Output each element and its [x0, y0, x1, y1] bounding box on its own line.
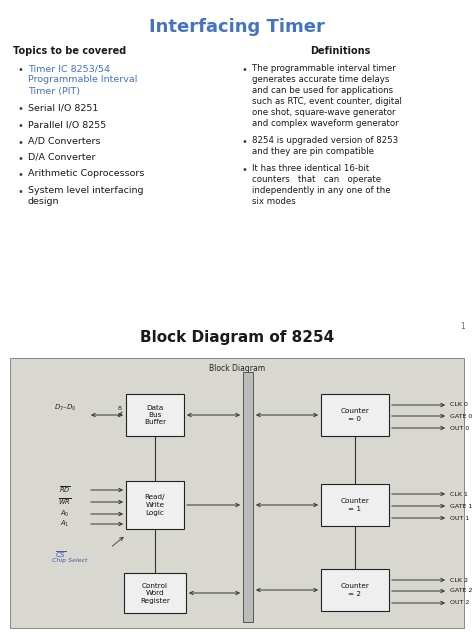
Text: Interfacing Timer: Interfacing Timer	[149, 18, 325, 36]
Text: Timer (PIT): Timer (PIT)	[28, 87, 80, 96]
Bar	[321, 394, 389, 436]
Text: $\overline{WR}$: $\overline{WR}$	[58, 497, 72, 507]
Text: $A_1$: $A_1$	[60, 519, 70, 529]
Text: and complex waveform generator: and complex waveform generator	[252, 119, 399, 128]
Text: $\overline{RD}$: $\overline{RD}$	[59, 485, 71, 495]
Text: •: •	[18, 65, 24, 75]
Text: GATE 1: GATE 1	[450, 504, 472, 509]
Text: six modes: six modes	[252, 197, 296, 206]
Bar	[126, 394, 184, 436]
Text: counters   that   can   operate: counters that can operate	[252, 175, 381, 184]
Text: $A_0$: $A_0$	[60, 509, 70, 519]
Text: •: •	[18, 171, 24, 181]
Text: GATE 0: GATE 0	[450, 413, 472, 418]
Text: Data
Bus
Buffer: Data Bus Buffer	[144, 404, 166, 425]
Text: independently in any one of the: independently in any one of the	[252, 186, 391, 195]
Bar	[321, 484, 389, 526]
Bar	[126, 481, 184, 529]
Text: Timer IC 8253/54: Timer IC 8253/54	[28, 64, 110, 73]
Text: Counter
= 0: Counter = 0	[340, 408, 369, 422]
Text: •: •	[242, 137, 248, 147]
Text: CLK 2: CLK 2	[450, 578, 468, 583]
Bar	[10, 358, 464, 628]
Text: •: •	[242, 65, 248, 75]
Text: GATE 2: GATE 2	[450, 588, 473, 593]
Text: •: •	[18, 138, 24, 147]
Text: $\overline{CS}$: $\overline{CS}$	[55, 550, 66, 560]
Text: Block Diagram: Block Diagram	[209, 364, 265, 373]
Text: The programmable interval timer: The programmable interval timer	[252, 64, 396, 73]
Text: and they are pin compatible: and they are pin compatible	[252, 147, 374, 156]
Text: Counter
= 2: Counter = 2	[340, 583, 369, 597]
Text: 8254 is upgraded version of 8253: 8254 is upgraded version of 8253	[252, 136, 398, 145]
Text: OUT 0: OUT 0	[450, 425, 469, 430]
Text: Definitions: Definitions	[310, 46, 370, 56]
Text: 8: 8	[118, 406, 122, 411]
Text: •: •	[18, 187, 24, 197]
Text: $D_7$–$D_0$: $D_7$–$D_0$	[54, 403, 76, 413]
Text: OUT 2: OUT 2	[450, 600, 469, 605]
Bar	[124, 573, 186, 613]
Text: D/A Converter: D/A Converter	[28, 153, 95, 162]
Text: design: design	[28, 197, 60, 207]
Text: Control
Word
Register: Control Word Register	[140, 583, 170, 604]
Text: Chip Select: Chip Select	[52, 558, 88, 563]
Text: one shot, square-wave generator: one shot, square-wave generator	[252, 108, 395, 117]
Text: CLK 0: CLK 0	[450, 403, 468, 408]
Text: Parallel I/O 8255: Parallel I/O 8255	[28, 120, 106, 129]
Text: CLK 1: CLK 1	[450, 492, 468, 497]
Text: such as RTC, event counter, digital: such as RTC, event counter, digital	[252, 97, 402, 106]
Text: It has three identical 16-bit: It has three identical 16-bit	[252, 164, 369, 173]
Text: Read/
Write
Logic: Read/ Write Logic	[145, 494, 165, 516]
Text: A/D Converters: A/D Converters	[28, 137, 100, 145]
Bar	[321, 569, 389, 611]
Text: •: •	[18, 104, 24, 114]
Text: 1: 1	[460, 322, 465, 331]
Text: and can be used for applications: and can be used for applications	[252, 86, 393, 95]
Text: Programmable Interval: Programmable Interval	[28, 75, 137, 85]
Bar	[243, 372, 253, 622]
Text: •: •	[242, 165, 248, 175]
Text: System level interfacing: System level interfacing	[28, 186, 144, 195]
Text: OUT 1: OUT 1	[450, 516, 469, 521]
Text: Serial I/O 8251: Serial I/O 8251	[28, 104, 99, 112]
Text: Counter
= 1: Counter = 1	[340, 498, 369, 512]
Text: Arithmetic Coprocessors: Arithmetic Coprocessors	[28, 169, 145, 178]
Text: Topics to be covered: Topics to be covered	[13, 46, 127, 56]
Text: Block Diagram of 8254: Block Diagram of 8254	[140, 330, 334, 345]
Text: •: •	[18, 121, 24, 131]
Text: generates accurate time delays: generates accurate time delays	[252, 75, 389, 84]
Text: •: •	[18, 154, 24, 164]
